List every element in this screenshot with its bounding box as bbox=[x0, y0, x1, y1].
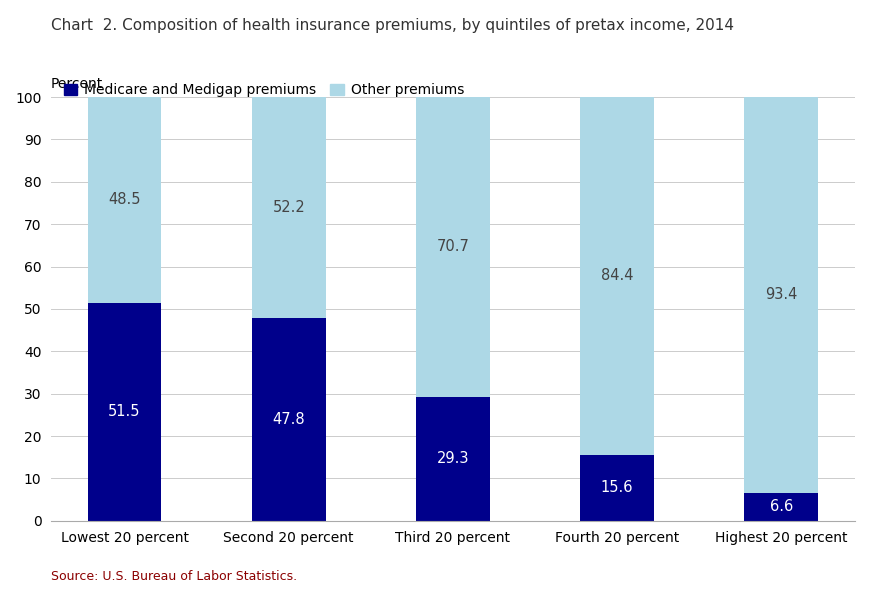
Text: 52.2: 52.2 bbox=[273, 200, 305, 215]
Text: 48.5: 48.5 bbox=[108, 193, 141, 207]
Bar bbox=[580, 97, 654, 455]
Text: Chart  2. Composition of health insurance premiums, by quintiles of pretax incom: Chart 2. Composition of health insurance… bbox=[51, 18, 734, 32]
Text: 29.3: 29.3 bbox=[437, 451, 469, 466]
Bar bbox=[252, 318, 326, 521]
Text: Source: U.S. Bureau of Labor Statistics.: Source: U.S. Bureau of Labor Statistics. bbox=[51, 570, 297, 583]
Text: 84.4: 84.4 bbox=[600, 269, 634, 283]
Text: 70.7: 70.7 bbox=[436, 239, 469, 254]
Text: 6.6: 6.6 bbox=[770, 499, 793, 514]
Text: 47.8: 47.8 bbox=[273, 412, 305, 427]
Bar bbox=[416, 97, 489, 396]
Text: Percent: Percent bbox=[51, 77, 103, 91]
Text: 93.4: 93.4 bbox=[765, 287, 797, 303]
Bar bbox=[252, 97, 326, 318]
Bar bbox=[745, 493, 818, 521]
Bar bbox=[87, 303, 162, 521]
Bar bbox=[416, 396, 489, 521]
Legend: Medicare and Medigap premiums, Other premiums: Medicare and Medigap premiums, Other pre… bbox=[58, 78, 470, 102]
Text: 15.6: 15.6 bbox=[600, 480, 634, 495]
Bar bbox=[87, 97, 162, 303]
Bar bbox=[580, 455, 654, 521]
Text: 51.5: 51.5 bbox=[108, 404, 141, 419]
Bar bbox=[745, 97, 818, 493]
